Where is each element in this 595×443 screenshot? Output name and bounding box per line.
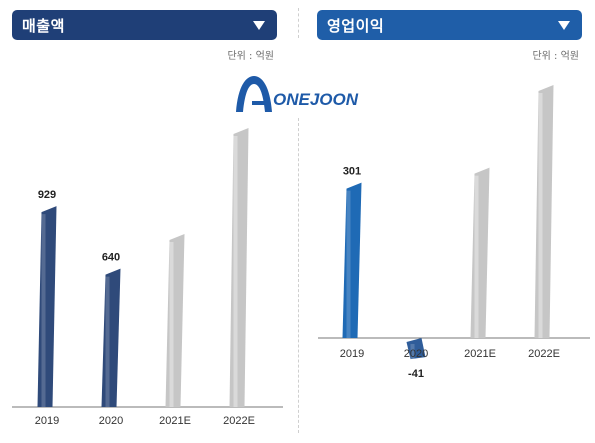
operating-profit-bar-highlight-2021E [474,175,479,338]
operating-profit-data-label: 301 [343,166,361,178]
operating-profit-title: 영업이익 [327,16,385,35]
operating-profit-tick-label: 2019 [340,348,364,360]
revenue-chart: 2019 929 2020 640 2021E 2022E [12,128,283,427]
revenue-bar-2020 [101,268,121,407]
revenue-tick-label: 2021E [159,415,191,427]
revenue-data-label: 640 [102,252,120,264]
revenue-bar-highlight-2022E [233,136,238,407]
operating-profit-panel: 영업이익 단위 : 억원 [305,0,595,443]
onejoon-logo: ONEJOON [236,76,359,112]
revenue-data-label: 929 [38,189,56,201]
revenue-tick-label: 2020 [99,415,123,427]
operating-profit-bar-highlight-2022E [538,93,543,338]
operating-profit-bar-2022E [534,85,554,338]
divider-top [298,8,299,38]
revenue-bar-highlight-2021E [169,241,174,407]
revenue-bar-highlight-2020 [105,276,110,407]
logo-arch-icon [236,76,272,112]
revenue-bar-2021E [165,233,185,407]
operating-profit-data-label: -41 [408,368,424,380]
operating-profit-tick-label: 2021E [464,348,496,360]
operating-profit-bar-2020 [406,338,426,360]
revenue-header[interactable]: 매출액 [12,10,277,40]
dropdown-arrow-icon[interactable] [558,21,570,30]
revenue-title: 매출액 [22,16,65,35]
operating-profit-unit-label: 단위 : 억원 [532,51,579,62]
operating-profit-tick-label: 2022E [528,348,560,360]
revenue-panel: 매출액 단위 : 억원 [0,0,290,443]
operating-profit-bar-2019 [342,182,362,338]
divider-bottom [298,118,299,433]
operating-profit-header[interactable]: 영업이익 [317,10,582,40]
operating-profit-tick-label: 2020 [404,348,428,360]
revenue-bar-highlight-2019 [41,214,46,407]
logo-bar-icon [252,101,268,105]
revenue-bar-2022E [229,128,249,407]
operating-profit-bar-2021E [470,167,490,338]
revenue-bar-2019 [37,206,57,407]
revenue-unit-label: 단위 : 억원 [227,51,274,62]
revenue-tick-label: 2019 [35,415,59,427]
operating-profit-bar-highlight-2019 [346,190,351,338]
svg-text:ONEJOON: ONEJOON [273,90,359,109]
dropdown-arrow-icon[interactable] [253,21,265,30]
revenue-tick-label: 2022E [223,415,255,427]
operating-profit-bar-highlight-2020 [410,344,415,360]
